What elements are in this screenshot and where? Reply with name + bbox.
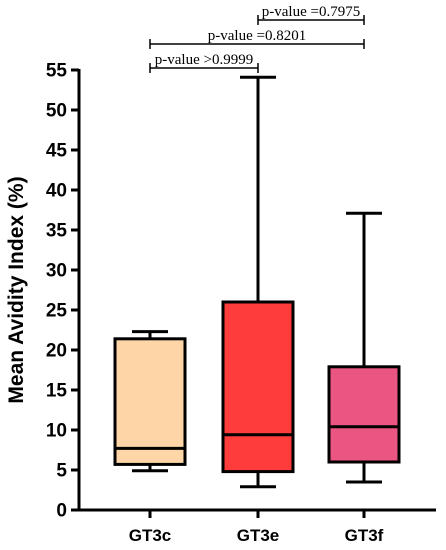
y-tick-label: 40 bbox=[46, 181, 67, 202]
box-gt3c bbox=[113, 330, 187, 473]
p-value-label: p-value =0.7975 bbox=[262, 4, 360, 20]
x-category-label: GT3c bbox=[129, 526, 172, 545]
significance-bracket: p-value =0.7975 bbox=[257, 4, 365, 25]
significance-brackets: p-value >0.9999 p-value =0.8201 p-value =0… bbox=[149, 4, 365, 73]
y-tick-label: 45 bbox=[46, 141, 68, 162]
box-gt3e bbox=[221, 75, 295, 489]
iqr-box bbox=[113, 337, 187, 466]
significance-bracket: p-value =0.8201 bbox=[149, 28, 365, 49]
x-category-label: GT3f bbox=[345, 526, 384, 545]
y-tick-label: 10 bbox=[46, 421, 67, 442]
y-tick-label: 55 bbox=[46, 61, 68, 82]
p-value-label: p-value =0.8201 bbox=[208, 28, 306, 44]
y-axis-title: Mean Avidity Index (%) bbox=[5, 176, 28, 403]
iqr-box bbox=[327, 365, 401, 464]
x-category-labels: GT3c GT3e GT3f bbox=[129, 510, 384, 545]
y-tick-label: 5 bbox=[56, 461, 67, 482]
y-tick-label: 15 bbox=[46, 381, 68, 402]
box-gt3f bbox=[327, 211, 401, 484]
significance-bracket: p-value >0.9999 bbox=[149, 52, 259, 73]
iqr-box bbox=[221, 300, 295, 474]
y-tick-label: 0 bbox=[56, 501, 67, 522]
y-tick-label: 50 bbox=[46, 101, 67, 122]
y-tick-label: 20 bbox=[46, 341, 67, 362]
p-value-label: p-value >0.9999 bbox=[155, 52, 253, 68]
y-ticks: 0 5 10 15 20 25 30 35 40 45 50 55 bbox=[46, 61, 79, 522]
y-tick-label: 25 bbox=[46, 301, 68, 322]
box-series bbox=[113, 75, 401, 489]
x-category-label: GT3e bbox=[237, 526, 280, 545]
y-tick-label: 35 bbox=[46, 221, 68, 242]
y-tick-label: 30 bbox=[46, 261, 67, 282]
